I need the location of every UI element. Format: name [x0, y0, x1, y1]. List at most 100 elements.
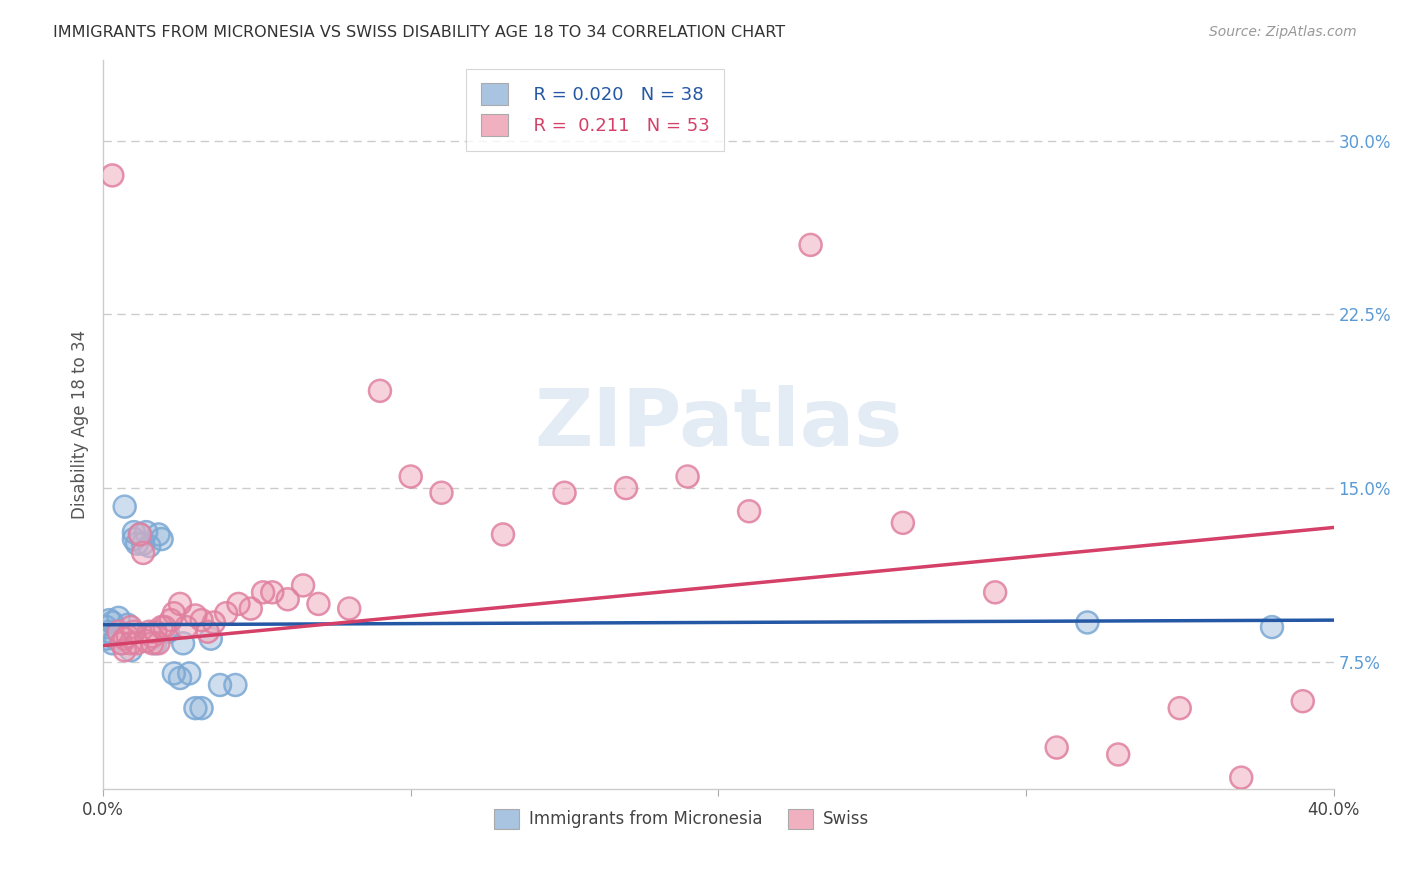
Point — [172, 636, 194, 650]
Point — [120, 627, 142, 641]
Point — [228, 597, 250, 611]
Point — [215, 606, 238, 620]
Point — [169, 597, 191, 611]
Point — [252, 585, 274, 599]
Point — [122, 525, 145, 540]
Point — [172, 636, 194, 650]
Point — [135, 525, 157, 540]
Point — [145, 636, 167, 650]
Point — [163, 606, 186, 620]
Point — [110, 636, 132, 650]
Point — [150, 532, 173, 546]
Point — [120, 620, 142, 634]
Point — [145, 624, 167, 639]
Point — [224, 678, 246, 692]
Point — [135, 525, 157, 540]
Point — [101, 636, 124, 650]
Point — [153, 620, 176, 634]
Point — [138, 624, 160, 639]
Point — [1046, 740, 1069, 755]
Point — [148, 636, 170, 650]
Point — [399, 469, 422, 483]
Point — [368, 384, 391, 398]
Legend: Immigrants from Micronesia, Swiss: Immigrants from Micronesia, Swiss — [488, 802, 876, 836]
Point — [145, 636, 167, 650]
Point — [292, 578, 315, 592]
Point — [153, 620, 176, 634]
Point — [101, 169, 124, 183]
Point — [101, 615, 124, 630]
Point — [163, 606, 186, 620]
Point — [202, 615, 225, 630]
Point — [1046, 740, 1069, 755]
Point — [277, 592, 299, 607]
Point — [159, 613, 181, 627]
Point — [117, 617, 139, 632]
Point — [891, 516, 914, 530]
Point — [107, 611, 129, 625]
Point — [114, 632, 136, 646]
Point — [1230, 771, 1253, 785]
Point — [202, 615, 225, 630]
Point — [120, 636, 142, 650]
Point — [129, 527, 152, 541]
Point — [208, 678, 231, 692]
Point — [1261, 620, 1284, 634]
Point — [169, 671, 191, 685]
Point — [190, 613, 212, 627]
Point — [129, 527, 152, 541]
Y-axis label: Disability Age 18 to 34: Disability Age 18 to 34 — [72, 330, 89, 519]
Point — [169, 671, 191, 685]
Point — [190, 613, 212, 627]
Point — [125, 537, 148, 551]
Point — [174, 620, 197, 634]
Point — [800, 238, 823, 252]
Point — [239, 601, 262, 615]
Point — [430, 485, 453, 500]
Point — [200, 632, 222, 646]
Point — [208, 678, 231, 692]
Point — [101, 615, 124, 630]
Text: IMMIGRANTS FROM MICRONESIA VS SWISS DISABILITY AGE 18 TO 34 CORRELATION CHART: IMMIGRANTS FROM MICRONESIA VS SWISS DISA… — [53, 25, 786, 40]
Point — [125, 636, 148, 650]
Point — [614, 481, 637, 495]
Point — [1230, 771, 1253, 785]
Point — [125, 537, 148, 551]
Point — [190, 701, 212, 715]
Point — [179, 666, 201, 681]
Point — [141, 629, 163, 643]
Point — [277, 592, 299, 607]
Point — [101, 169, 124, 183]
Point — [125, 636, 148, 650]
Point — [184, 701, 207, 715]
Point — [122, 525, 145, 540]
Point — [114, 643, 136, 657]
Point — [98, 613, 121, 627]
Point — [179, 666, 201, 681]
Point — [184, 701, 207, 715]
Point — [163, 666, 186, 681]
Point — [107, 624, 129, 639]
Point — [120, 643, 142, 657]
Point — [1107, 747, 1129, 762]
Point — [676, 469, 699, 483]
Point — [200, 632, 222, 646]
Point — [104, 632, 127, 646]
Point — [120, 643, 142, 657]
Point — [891, 516, 914, 530]
Point — [150, 620, 173, 634]
Point — [184, 608, 207, 623]
Point — [120, 620, 142, 634]
Point — [262, 585, 284, 599]
Point — [492, 527, 515, 541]
Point — [150, 620, 173, 634]
Point — [110, 636, 132, 650]
Point — [135, 634, 157, 648]
Point — [107, 624, 129, 639]
Point — [148, 527, 170, 541]
Point — [107, 624, 129, 639]
Point — [1292, 694, 1315, 708]
Point — [399, 469, 422, 483]
Point — [224, 678, 246, 692]
Point — [163, 666, 186, 681]
